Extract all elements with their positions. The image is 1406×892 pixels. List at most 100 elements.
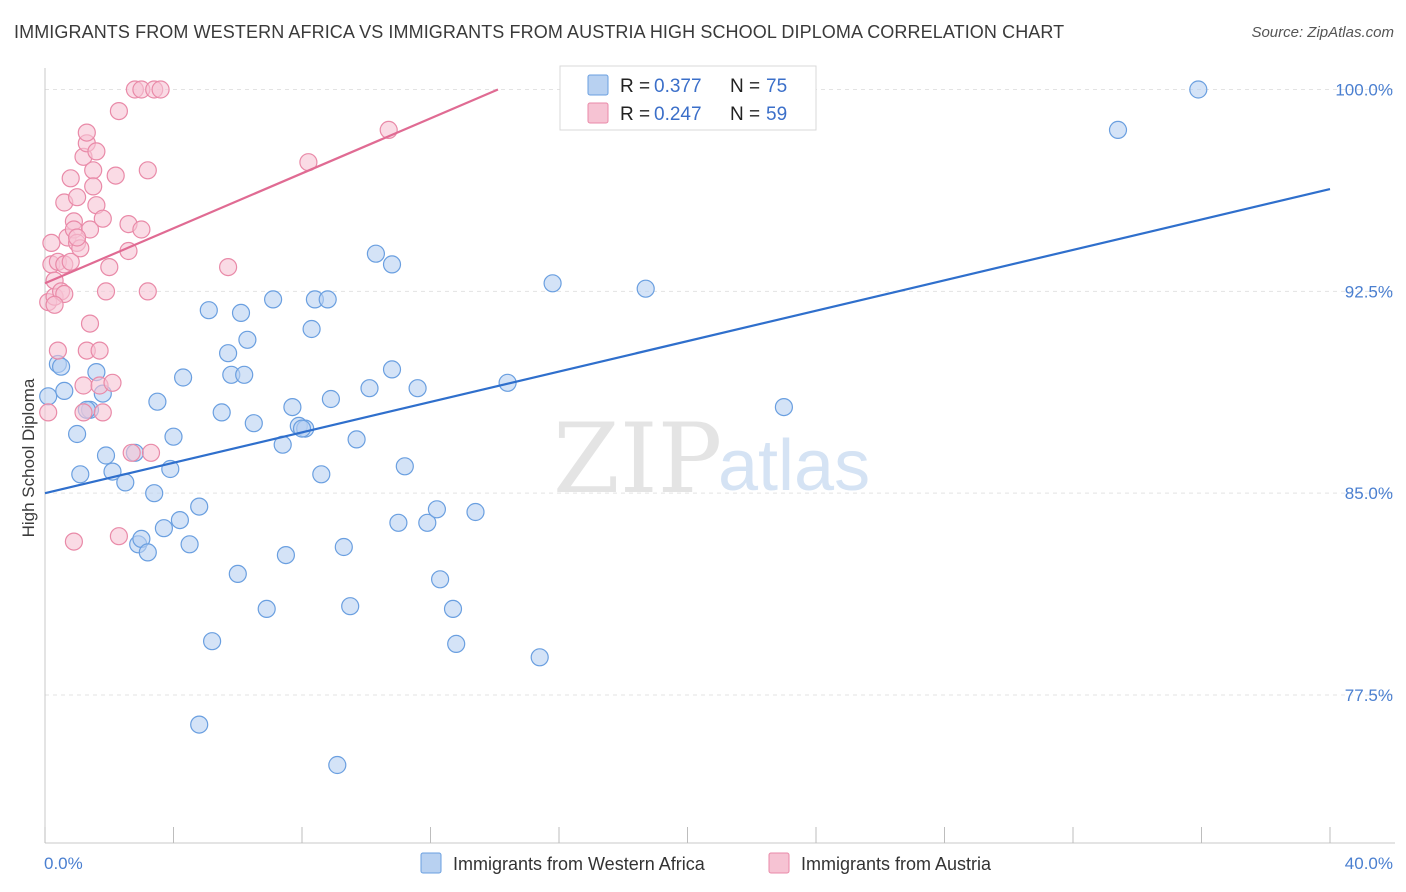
point-western-africa: [203, 632, 222, 651]
y-tick-label: 92.5%: [1345, 282, 1393, 301]
legend-label-austria: Immigrants from Austria: [801, 854, 992, 874]
stats-n-label-austria: N =: [730, 104, 760, 125]
point-western-africa: [212, 403, 231, 422]
point-austria: [61, 252, 80, 271]
point-austria: [67, 228, 87, 247]
data-points: [39, 80, 1208, 775]
point-western-africa: [190, 715, 209, 734]
point-austria: [138, 282, 157, 301]
point-western-africa: [71, 465, 90, 484]
point-western-africa: [145, 484, 164, 503]
trend-lines: [44, 88, 1331, 495]
point-austria: [87, 142, 106, 161]
chart-title: IMMIGRANTS FROM WESTERN AFRICA VS IMMIGR…: [14, 22, 1065, 42]
legend-swatch-western-africa: [420, 852, 442, 874]
stats-swatch-austria: [587, 102, 609, 124]
point-austria: [122, 443, 141, 462]
point-austria: [42, 233, 61, 252]
point-western-africa: [389, 513, 408, 532]
stats-n-value-austria: 59: [766, 104, 787, 125]
trend-line-austria: [44, 88, 499, 285]
y-tick-label: 85.0%: [1345, 484, 1393, 503]
stats-n-label-western-africa: N =: [730, 76, 760, 97]
point-western-africa: [466, 502, 485, 522]
point-western-africa: [382, 360, 402, 379]
point-western-africa: [199, 301, 218, 320]
point-austria: [80, 220, 100, 239]
point-western-africa: [347, 430, 366, 449]
series-legend: Immigrants from Western Africa Immigrant…: [420, 852, 992, 874]
point-austria: [141, 443, 161, 462]
x-tick-label-min: 0.0%: [44, 854, 83, 873]
point-western-africa: [190, 497, 209, 516]
point-austria: [138, 161, 157, 180]
point-western-africa: [148, 392, 167, 411]
stats-r-value-western-africa: 0.377: [654, 76, 702, 97]
point-austria: [61, 169, 80, 188]
point-western-africa: [164, 427, 183, 446]
point-western-africa: [530, 648, 549, 667]
point-western-africa: [328, 755, 347, 775]
point-austria: [80, 314, 100, 333]
point-austria: [67, 188, 87, 207]
point-western-africa: [408, 379, 427, 398]
watermark-zip: ZIP: [553, 403, 722, 515]
watermark-atlas: atlas: [718, 426, 870, 506]
point-western-africa: [431, 570, 450, 589]
point-austria: [39, 403, 58, 422]
point-western-africa: [276, 545, 295, 565]
point-western-africa: [170, 510, 189, 530]
stats-r-label-western-africa: R =: [620, 76, 650, 97]
source-label: Source: ZipAtlas.com: [1251, 24, 1394, 41]
point-austria: [45, 295, 64, 314]
point-western-africa: [180, 535, 199, 554]
point-austria: [219, 258, 238, 277]
point-western-africa: [360, 379, 379, 398]
point-austria: [103, 373, 122, 392]
point-austria: [90, 341, 109, 360]
point-austria: [106, 166, 125, 185]
point-austria: [109, 101, 129, 121]
stats-n-value-western-africa: 75: [766, 76, 787, 97]
point-austria: [93, 403, 112, 422]
point-austria: [74, 376, 93, 395]
point-western-africa: [138, 543, 157, 562]
point-austria: [132, 220, 151, 239]
point-western-africa: [427, 500, 446, 519]
point-western-africa: [774, 398, 794, 417]
point-austria: [151, 80, 170, 99]
point-austria: [74, 403, 93, 422]
point-western-africa: [174, 368, 193, 387]
point-western-africa: [55, 381, 74, 400]
point-western-africa: [418, 513, 437, 532]
y-tick-label: 100.0%: [1335, 81, 1393, 100]
point-western-africa: [51, 357, 71, 376]
point-western-africa: [231, 303, 251, 322]
point-western-africa: [67, 424, 87, 444]
point-austria: [84, 177, 103, 196]
y-tick-label: 77.5%: [1345, 686, 1393, 705]
point-western-africa: [264, 290, 283, 309]
point-austria: [64, 532, 84, 551]
point-western-africa: [1189, 80, 1208, 99]
point-western-africa: [39, 387, 58, 406]
point-western-africa: [154, 519, 173, 538]
point-western-africa: [283, 398, 302, 417]
point-western-africa: [302, 319, 321, 339]
legend-swatch-austria: [768, 852, 790, 874]
point-western-africa: [244, 414, 263, 433]
gridlines: [45, 89, 1395, 696]
point-austria: [93, 209, 112, 228]
point-western-africa: [238, 330, 257, 349]
stats-r-label-austria: R =: [620, 104, 650, 125]
point-austria: [77, 123, 96, 142]
point-western-africa: [318, 290, 337, 309]
point-western-africa: [636, 279, 655, 298]
stats-swatch-western-africa: [587, 74, 609, 96]
point-western-africa: [334, 537, 353, 557]
point-western-africa: [257, 599, 276, 619]
point-western-africa: [366, 244, 385, 263]
trend-line-western-africa: [44, 188, 1331, 495]
point-western-africa: [228, 564, 247, 584]
